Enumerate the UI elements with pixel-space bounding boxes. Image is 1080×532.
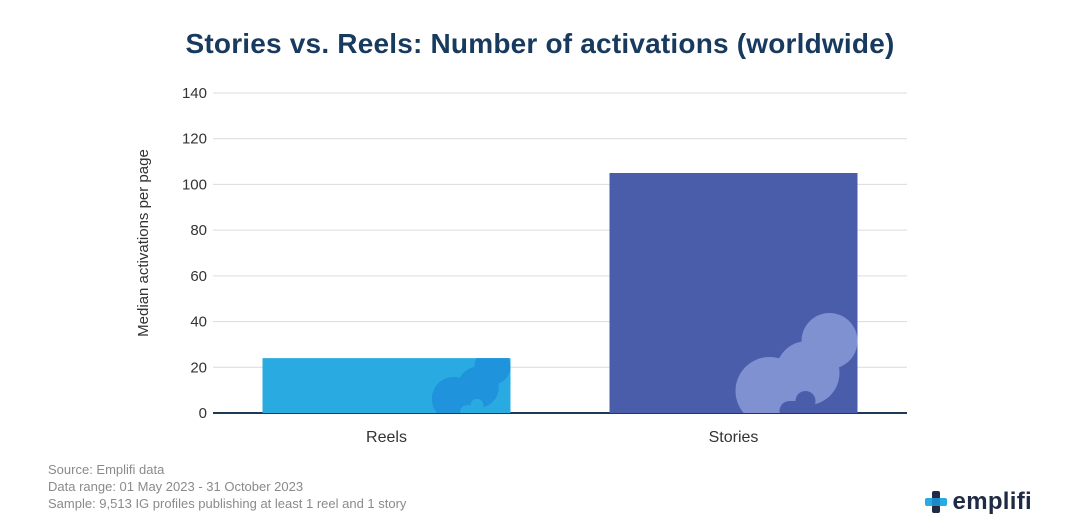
y-tick-label: 100 [182,176,207,193]
emplifi-cross-logo-icon [924,491,947,513]
y-axis-label: Median activations per page [135,149,152,337]
bar-decoration [735,313,858,413]
date-range-note: Data range: 01 May 2023 - 31 October 202… [48,479,304,494]
y-tick-label: 20 [190,359,207,376]
x-category-label: Reels [366,429,407,446]
brand-logo: emplifi [924,488,1032,516]
y-tick-label: 140 [182,85,207,102]
y-tick-label: 120 [182,131,207,148]
y-tick-labels: 0 20 40 60 80 100 120 140 [182,85,207,422]
y-tick-label: 0 [199,405,207,422]
bar-decoration [431,358,511,413]
x-category-labels: Reels Stories [366,429,758,446]
y-tick-label: 40 [190,314,207,331]
y-tick-label: 80 [190,222,207,239]
sample-note: Sample: 9,513 IG profiles publishing at … [48,496,407,511]
footnotes: Source: Emplifi data Data range: 01 May … [48,461,406,512]
brand-name: emplifi [952,488,1032,515]
bars [262,173,858,413]
chart-title: Stories vs. Reels: Number of activations… [185,28,895,59]
x-category-label: Stories [709,429,759,446]
y-tick-label: 60 [190,268,207,285]
source-note: Source: Emplifi data [48,462,165,477]
